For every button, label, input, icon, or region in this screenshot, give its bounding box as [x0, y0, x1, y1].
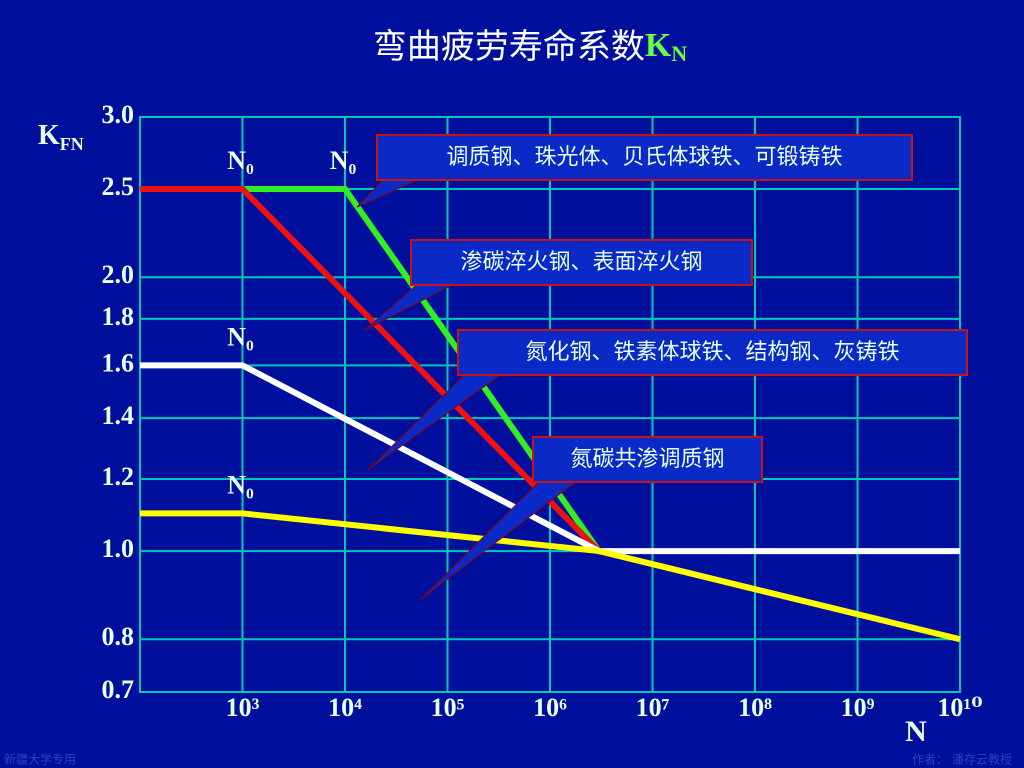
- y-tick-label: 1.2: [102, 462, 135, 491]
- x-tick-label: 10⁹: [841, 693, 875, 722]
- knee-label: N₀: [227, 146, 254, 175]
- callout-box: [410, 239, 753, 286]
- y-tick-label: 1.8: [102, 302, 135, 331]
- footer-right: 作者： 潘存云教授: [912, 752, 1012, 767]
- y-tick-label: 1.4: [102, 401, 135, 430]
- y-tick-label: 1.0: [102, 534, 135, 563]
- knee-label: N₀: [330, 146, 357, 175]
- x-tick-label: 10³: [226, 693, 260, 722]
- footer-left: 新疆大学专用: [4, 752, 76, 767]
- knee-label: N₀: [227, 470, 254, 499]
- x-tick-label: 10⁷: [636, 693, 670, 722]
- title-symbol-sub: N: [671, 41, 687, 66]
- y-tick-label: 2.5: [102, 172, 135, 201]
- series-line: [140, 186, 602, 554]
- legend-label: 调质钢、珠光体、贝氏体球铁、可锻铸铁: [446, 145, 842, 170]
- y-label-main: K: [38, 120, 60, 151]
- callout-box: [532, 436, 763, 483]
- legend-label: 渗碳淬火钢、表面淬火钢: [460, 250, 702, 275]
- x-axis-label: N: [905, 715, 927, 748]
- y-tick-label: 1.6: [102, 348, 135, 377]
- x-tick-label: 10⁴: [328, 693, 362, 722]
- series-line: [140, 362, 960, 555]
- chart-title: 弯曲疲劳寿命系数KN: [373, 27, 687, 67]
- x-tick-label: 10⁵: [431, 693, 465, 722]
- legend-label: 氮碳共渗调质钢: [570, 447, 724, 472]
- y-tick-label: 2.0: [102, 260, 135, 289]
- series-line: [140, 510, 961, 643]
- y-axis-label: KFN: [38, 120, 84, 154]
- y-tick-label: 3.0: [102, 100, 135, 129]
- callout-box: [376, 134, 913, 181]
- knee-label: N₀: [227, 322, 254, 351]
- y-label-sub: FN: [60, 134, 84, 154]
- y-tick-label: 0.8: [102, 622, 135, 651]
- title-symbol: K: [645, 27, 672, 64]
- x-tick-label: 10¹⁰: [937, 693, 982, 722]
- x-tick-label: 10⁶: [533, 693, 567, 722]
- title-text: 弯曲疲劳寿命系数: [373, 27, 645, 67]
- legend-label: 氮化钢、铁素体球铁、结构钢、灰铸铁: [525, 340, 899, 365]
- x-tick-label: 10⁸: [738, 693, 772, 722]
- callout-box: [457, 329, 968, 376]
- y-tick-label: 0.7: [102, 675, 135, 704]
